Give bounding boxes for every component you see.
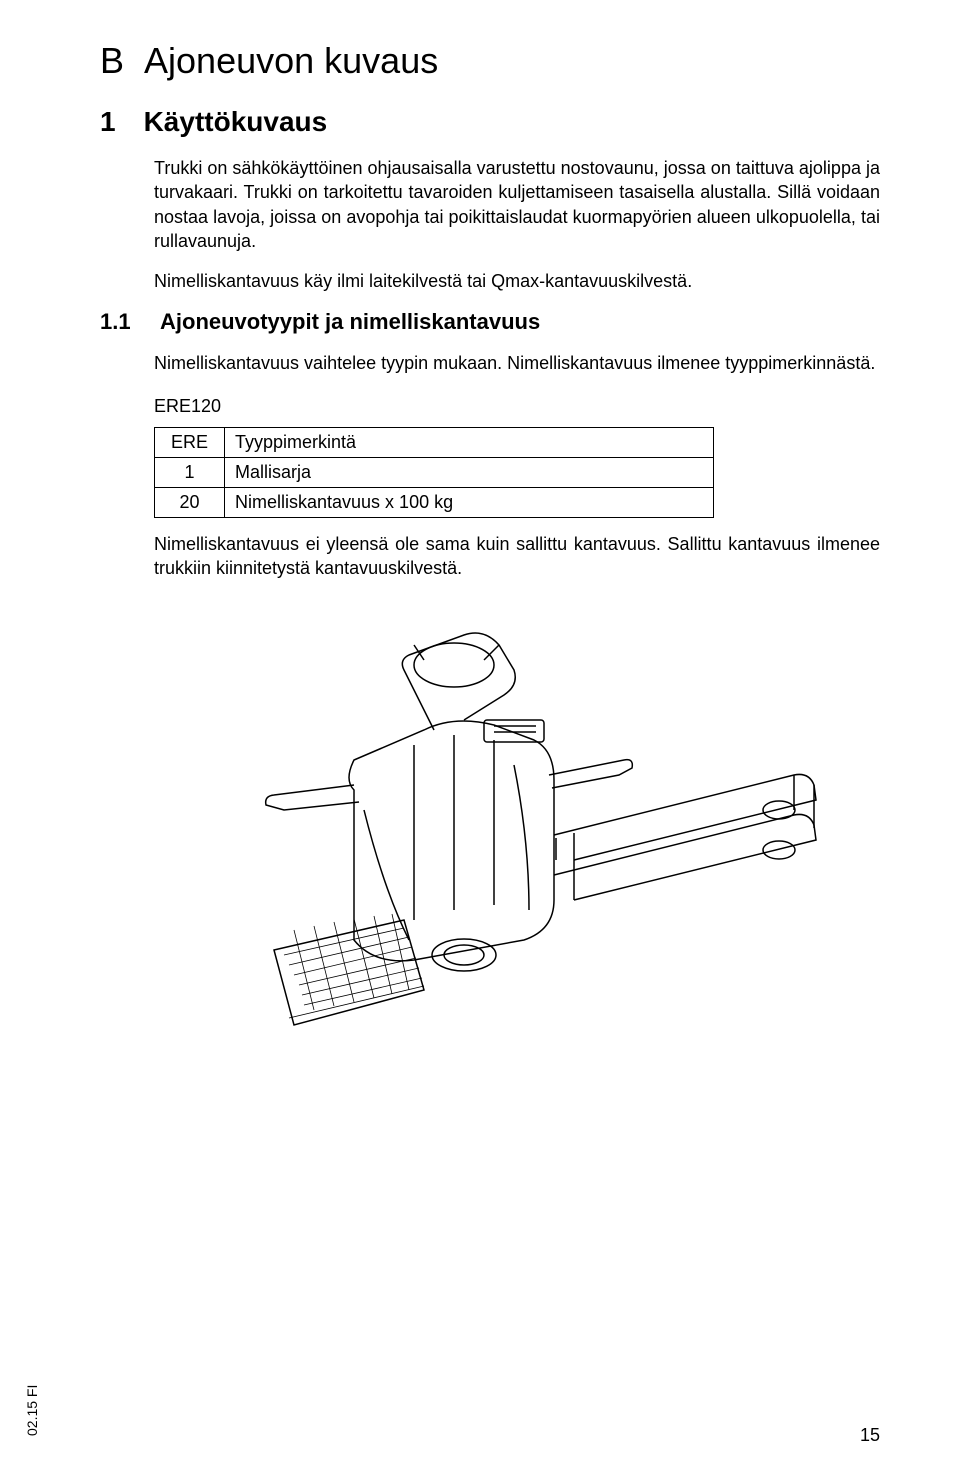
page-number: 15 [860, 1425, 880, 1446]
table-row: ERE Tyyppimerkintä [155, 427, 714, 457]
subsection-1-title: Käyttökuvaus [144, 106, 328, 138]
model-heading: ERE120 [154, 396, 880, 417]
subsection-1-heading: 1 Käyttökuvaus [100, 106, 880, 138]
after-table-paragraph: Nimelliskantavuus ei yleensä ole sama ku… [154, 532, 880, 581]
type-designation-table: ERE Tyyppimerkintä 1 Mallisarja 20 Nimel… [154, 427, 714, 518]
sub1-paragraph-1: Trukki on sähkökäyttöinen ohjausaisalla … [154, 156, 880, 253]
table-cell: Tyyppimerkintä [225, 427, 714, 457]
table-cell: Mallisarja [225, 457, 714, 487]
table-cell: Nimelliskantavuus x 100 kg [225, 487, 714, 517]
table-row: 1 Mallisarja [155, 457, 714, 487]
pallet-truck-svg [154, 610, 874, 1090]
table-cell: ERE [155, 427, 225, 457]
sub1-paragraph-2: Nimelliskantavuus käy ilmi laitekilvestä… [154, 269, 880, 293]
subsection-11-number: 1.1 [100, 309, 140, 335]
sub11-paragraph: Nimelliskantavuus vaihtelee tyypin mukaa… [154, 351, 880, 375]
section-letter: B [100, 40, 124, 82]
subsection-1-number: 1 [100, 106, 116, 138]
table-row: 20 Nimelliskantavuus x 100 kg [155, 487, 714, 517]
subsection-11-heading: 1.1 Ajoneuvotyypit ja nimelliskantavuus [100, 309, 880, 335]
subsection-11-title: Ajoneuvotyypit ja nimelliskantavuus [160, 309, 540, 335]
footer-version: 02.15 FI [24, 1385, 40, 1436]
section-title: Ajoneuvon kuvaus [144, 40, 438, 82]
section-heading: B Ajoneuvon kuvaus [100, 40, 880, 82]
pallet-truck-illustration [154, 610, 874, 1090]
table-cell: 20 [155, 487, 225, 517]
table-cell: 1 [155, 457, 225, 487]
